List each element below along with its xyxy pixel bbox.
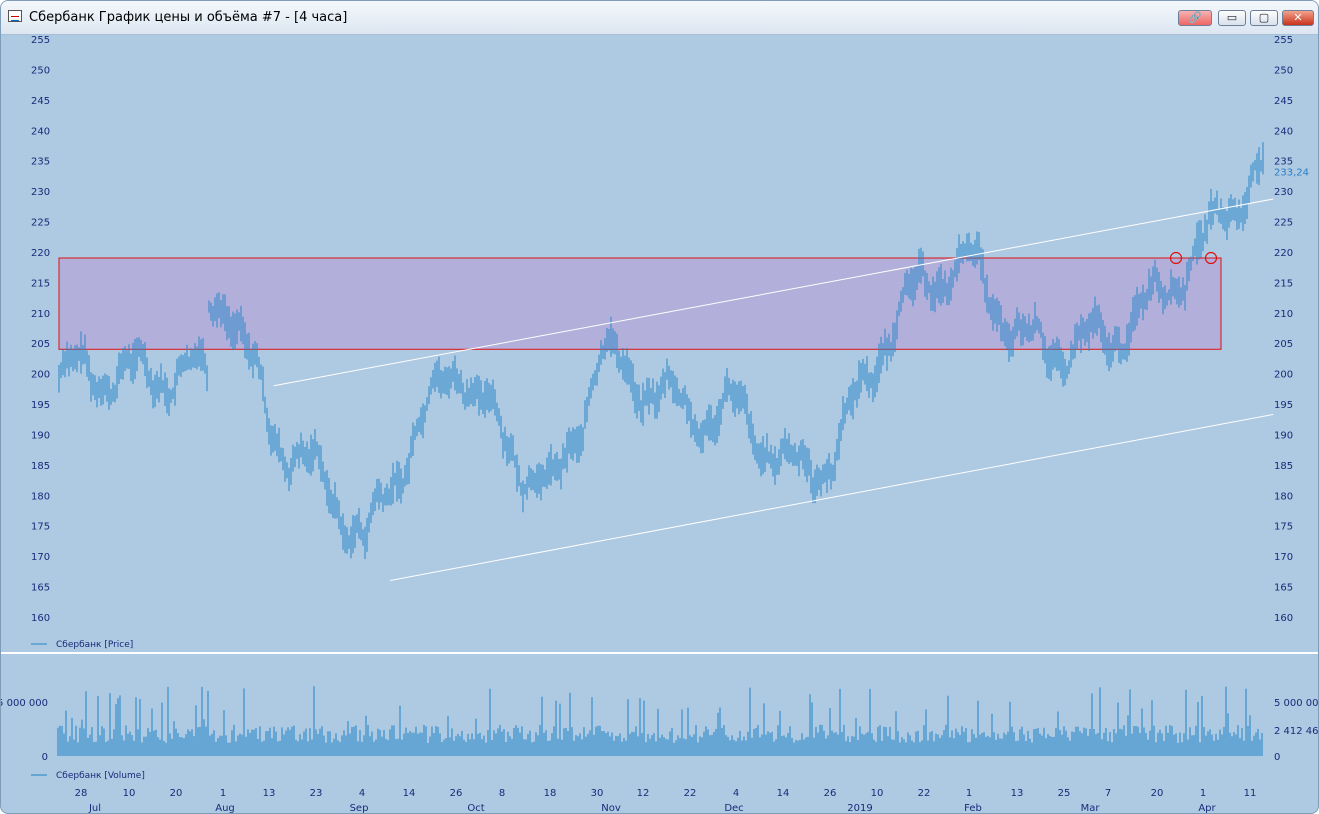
breakout-marker[interactable]: [1169, 251, 1183, 265]
y-tick-right: 255: [1274, 35, 1293, 46]
y-tick-right: 250: [1274, 65, 1293, 76]
y-tick-left: 175: [31, 522, 50, 533]
y-tick-right: 205: [1274, 339, 1293, 350]
price-legend: Сбербанк [Price]: [56, 640, 133, 650]
y-tick-left: 255: [31, 35, 50, 46]
volume-tick-right: 0: [1274, 752, 1280, 763]
window-title: Сбербанк График цены и объёма #7 - [4 ча…: [29, 10, 348, 25]
volume-tick-left: 5 000 000: [1, 698, 48, 709]
x-month-tick: Apr: [1198, 803, 1216, 813]
y-tick-left: 185: [31, 461, 50, 472]
y-tick-right: 195: [1274, 400, 1293, 411]
x-day-tick: 30: [591, 788, 604, 799]
y-tick-left: 240: [31, 126, 50, 137]
trend-line[interactable]: [390, 413, 1274, 581]
y-tick-right: 185: [1274, 461, 1293, 472]
y-tick-left: 225: [31, 218, 50, 229]
x-month-tick: Sep: [350, 803, 369, 813]
y-tick-left: 245: [31, 96, 50, 107]
x-day-tick: 25: [1058, 788, 1071, 799]
y-tick-right: 215: [1274, 278, 1293, 289]
x-day-tick: 22: [684, 788, 697, 799]
y-tick-left: 235: [31, 157, 50, 168]
y-tick-right: 190: [1274, 430, 1293, 441]
y-tick-left: 230: [31, 187, 50, 198]
x-month-tick: 2019: [847, 803, 872, 813]
x-day-tick: 1: [220, 788, 226, 799]
x-day-tick: 11: [1244, 788, 1257, 799]
y-tick-left: 215: [31, 278, 50, 289]
x-day-tick: 22: [918, 788, 931, 799]
x-day-tick: 26: [824, 788, 837, 799]
link-button[interactable]: 🔗: [1178, 10, 1212, 26]
breakout-marker[interactable]: [1204, 251, 1218, 265]
volume-tick-right: 5 000 000: [1274, 698, 1318, 709]
x-day-tick: 13: [1011, 788, 1024, 799]
y-tick-right: 175: [1274, 522, 1293, 533]
chart-app-icon: [8, 10, 22, 22]
y-tick-right: 245: [1274, 96, 1293, 107]
y-tick-left: 160: [31, 613, 50, 624]
x-day-tick: 1: [966, 788, 972, 799]
y-tick-right: 170: [1274, 552, 1293, 563]
title-bar[interactable]: Сбербанк График цены и объёма #7 - [4 ча…: [1, 1, 1318, 35]
x-day-tick: 13: [263, 788, 276, 799]
y-tick-right: 235: [1274, 157, 1293, 168]
y-tick-right: 240: [1274, 126, 1293, 137]
y-tick-left: 200: [31, 370, 50, 381]
x-day-tick: 7: [1105, 788, 1111, 799]
x-day-tick: 10: [871, 788, 884, 799]
x-month-tick: Nov: [601, 803, 621, 813]
close-button[interactable]: ✕: [1282, 10, 1314, 26]
y-tick-left: 180: [31, 491, 50, 502]
y-tick-right: 230: [1274, 187, 1293, 198]
x-day-tick: 28: [75, 788, 88, 799]
y-tick-right: 220: [1274, 248, 1293, 259]
x-month-tick: Feb: [964, 803, 982, 813]
y-tick-right: 160: [1274, 613, 1293, 624]
y-tick-right: 225: [1274, 218, 1293, 229]
volume-current-label: 2 412 463: [1274, 726, 1318, 737]
y-tick-left: 170: [31, 552, 50, 563]
maximize-button[interactable]: ▢: [1250, 10, 1278, 26]
y-tick-left: 250: [31, 65, 50, 76]
x-month-tick: Aug: [215, 803, 235, 813]
x-month-tick: Mar: [1081, 803, 1101, 813]
x-day-tick: 14: [403, 788, 416, 799]
x-day-tick: 4: [733, 788, 739, 799]
trend-line[interactable]: [273, 198, 1274, 387]
y-tick-left: 220: [31, 248, 50, 259]
volume-tick-left: 0: [42, 752, 48, 763]
x-day-tick: 23: [310, 788, 323, 799]
x-day-tick: 20: [170, 788, 183, 799]
x-day-tick: 4: [359, 788, 365, 799]
y-tick-left: 195: [31, 400, 50, 411]
x-day-tick: 8: [499, 788, 505, 799]
y-tick-left: 210: [31, 309, 50, 320]
x-day-tick: 12: [637, 788, 650, 799]
x-day-tick: 10: [123, 788, 136, 799]
x-month-tick: Oct: [467, 803, 484, 813]
x-month-tick: Dec: [724, 803, 743, 813]
current-price-label: 233,24: [1274, 167, 1309, 178]
y-tick-left: 205: [31, 339, 50, 350]
y-tick-left: 190: [31, 430, 50, 441]
x-day-tick: 1: [1200, 788, 1206, 799]
y-tick-right: 180: [1274, 491, 1293, 502]
y-tick-left: 165: [31, 583, 50, 594]
x-day-tick: 14: [777, 788, 790, 799]
minimize-button[interactable]: ▭: [1218, 10, 1246, 26]
x-month-tick: Jul: [88, 803, 101, 813]
y-tick-right: 165: [1274, 583, 1293, 594]
x-day-tick: 20: [1151, 788, 1164, 799]
y-tick-right: 200: [1274, 370, 1293, 381]
x-day-tick: 26: [450, 788, 463, 799]
y-tick-right: 210: [1274, 309, 1293, 320]
x-day-tick: 18: [544, 788, 557, 799]
volume-legend: Сбербанк [Volume]: [56, 771, 145, 781]
